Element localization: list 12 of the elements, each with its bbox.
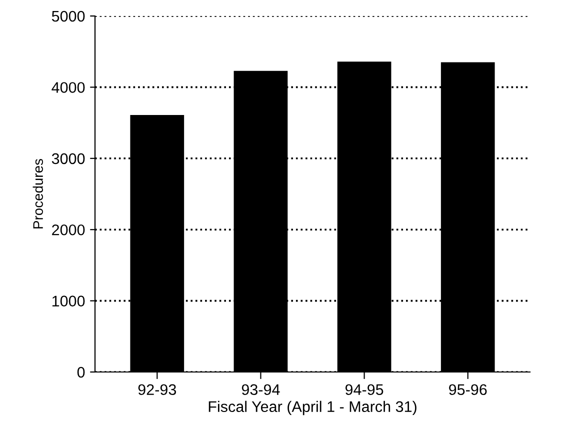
- x-tick-label: 94-95: [345, 384, 384, 396]
- y-tick-label: 2000: [52, 224, 85, 236]
- y-tick-label: 5000: [52, 10, 85, 22]
- x-tick-label: 93-94: [242, 384, 280, 396]
- y-axis-title: Procedures: [32, 158, 43, 228]
- y-tick-label: 1000: [52, 296, 85, 306]
- y-tick-label: 0: [77, 366, 85, 378]
- x-tick-label: 92-93: [138, 384, 176, 396]
- x-tick-label: 95-96: [449, 384, 487, 396]
- y-tick-label: 4000: [52, 82, 85, 93]
- y-tick-label: 3000: [52, 153, 85, 164]
- x-axis-title: Fiscal Year (April 1 - March 31): [208, 400, 416, 416]
